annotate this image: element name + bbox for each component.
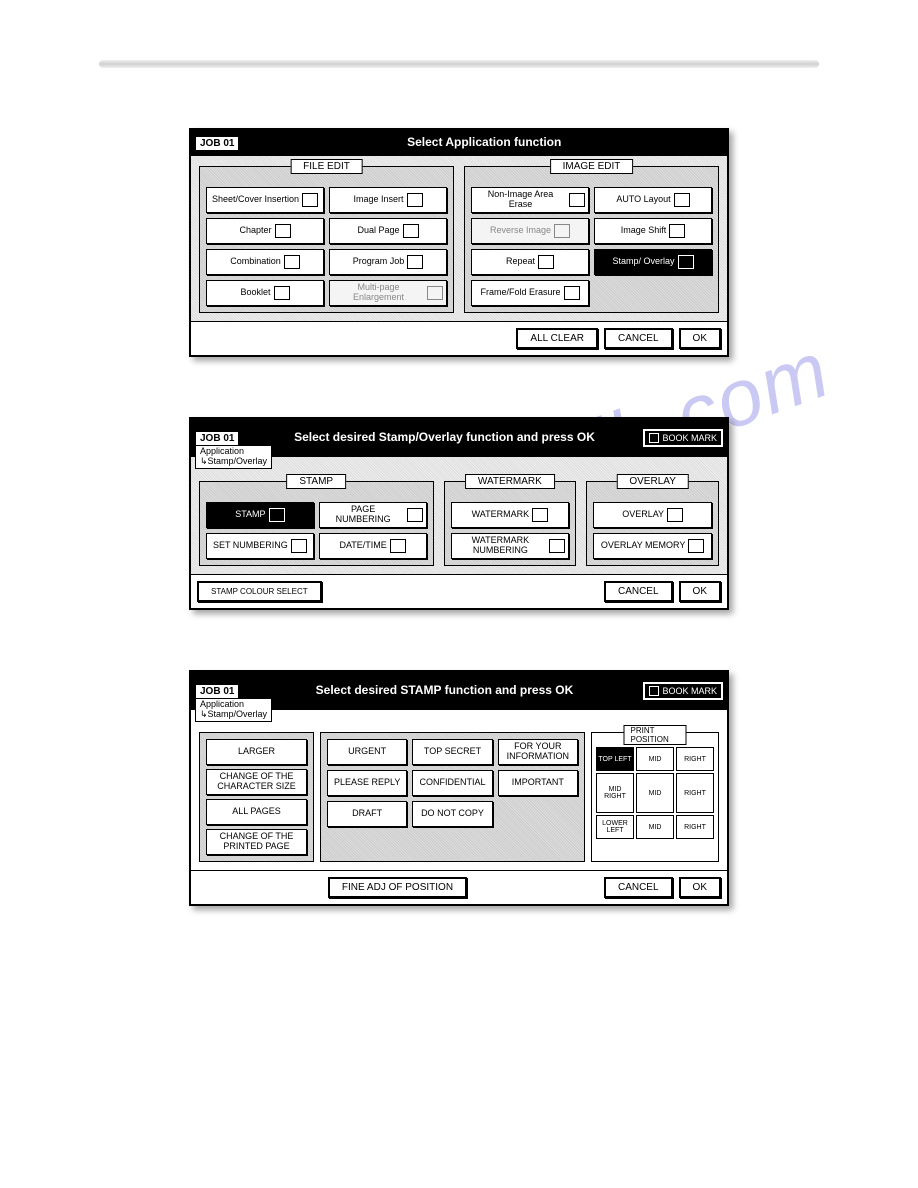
panel-stamp-detail: JOB 01 Select desired STAMP function and… [189, 670, 729, 906]
title-bar: JOB 01 Select Application function [191, 130, 727, 156]
stamp-button[interactable]: PAGE NUMBERING [319, 502, 427, 528]
breadcrumb: Application ↳Stamp/Overlay [195, 698, 272, 722]
stamp-text-button[interactable]: CONFIDENTIAL [412, 770, 492, 796]
print-position-cell[interactable]: MID [636, 815, 674, 839]
image-edit-button[interactable]: Repeat [471, 249, 589, 275]
file-edit-button[interactable]: Program Job [329, 249, 447, 275]
stamp-text-button[interactable]: FOR YOUR INFORMATION [498, 739, 578, 765]
file-edit-button[interactable]: Sheet/Cover Insertion [206, 187, 324, 213]
cancel-button[interactable]: CANCEL [604, 328, 673, 349]
section-label: IMAGE EDIT [550, 159, 634, 174]
print-position-cell[interactable]: LOWER LEFT [596, 815, 634, 839]
print-position-cell[interactable]: RIGHT [676, 747, 714, 771]
section-label: PRINT POSITION [624, 725, 687, 745]
stamp-text-button[interactable]: TOP SECRET [412, 739, 492, 765]
file-edit-button[interactable]: Dual Page [329, 218, 447, 244]
size-option-button[interactable]: ALL PAGES [206, 799, 307, 825]
action-bar: STAMP COLOUR SELECT CANCEL OK [191, 574, 727, 608]
section-label: WATERMARK [465, 474, 555, 489]
stamp-text-section: URGENTTOP SECRETFOR YOUR INFORMATION PLE… [320, 732, 585, 862]
overlay-button[interactable]: OVERLAY MEMORY [593, 533, 712, 559]
action-bar: ALL CLEAR CANCEL OK [191, 321, 727, 355]
title-text: Select desired STAMP function and press … [245, 684, 643, 697]
stamp-text-button[interactable]: DO NOT COPY [412, 801, 492, 827]
file-edit-section: FILE EDIT Sheet/Cover InsertionImage Ins… [199, 166, 454, 313]
stamp-text-button[interactable]: URGENT [327, 739, 407, 765]
top-rule [99, 60, 819, 68]
ok-button[interactable]: OK [679, 877, 721, 898]
stamp-section: STAMP STAMPPAGE NUMBERINGSET NUMBERINGDA… [199, 481, 434, 566]
watermark-button[interactable]: WATERMARK NUMBERING [451, 533, 570, 559]
image-edit-button[interactable]: Frame/Fold Erasure [471, 280, 589, 306]
title-text: Select Application function [245, 136, 723, 149]
print-position-cell[interactable]: RIGHT [676, 773, 714, 813]
section-label: OVERLAY [616, 474, 689, 489]
size-option-button[interactable]: CHANGE OF THE PRINTED PAGE [206, 829, 307, 855]
job-tab: JOB 01 [195, 431, 239, 446]
overlay-button[interactable]: OVERLAY [593, 502, 712, 528]
cancel-button[interactable]: CANCEL [604, 581, 673, 602]
fine-adj-button[interactable]: FINE ADJ OF POSITION [328, 877, 467, 898]
action-bar: FINE ADJ OF POSITION CANCEL OK [191, 870, 727, 904]
image-edit-button[interactable]: Image Shift [594, 218, 712, 244]
stamp-button[interactable]: STAMP [206, 502, 314, 528]
image-edit-button: Reverse Image [471, 218, 589, 244]
print-position-cell[interactable]: TOP LEFT [596, 747, 634, 771]
overlay-section: OVERLAY OVERLAYOVERLAY MEMORY [586, 481, 719, 566]
stamp-button[interactable]: SET NUMBERING [206, 533, 314, 559]
print-position-section: PRINT POSITION TOP LEFTMIDRIGHTMID RIGHT… [591, 732, 719, 862]
image-edit-button[interactable]: Stamp/ Overlay [594, 249, 712, 275]
image-edit-section: IMAGE EDIT Non-Image Area EraseAUTO Layo… [464, 166, 719, 313]
print-position-cell[interactable]: MID [636, 747, 674, 771]
stamp-button[interactable]: DATE/TIME [319, 533, 427, 559]
watermark-section: WATERMARK WATERMARKWATERMARK NUMBERING [444, 481, 577, 566]
cancel-button[interactable]: CANCEL [604, 877, 673, 898]
title-text: Select desired Stamp/Overlay function an… [245, 431, 643, 444]
all-clear-button[interactable]: ALL CLEAR [516, 328, 598, 349]
size-option-button[interactable]: LARGER [206, 739, 307, 765]
stamp-text-button[interactable]: PLEASE REPLY [327, 770, 407, 796]
image-edit-button[interactable]: AUTO Layout [594, 187, 712, 213]
stamp-size-section: LARGER CHANGE OF THE CHARACTER SIZE ALL PA… [199, 732, 314, 862]
stamp-text-button[interactable]: DRAFT [327, 801, 407, 827]
stamp-text-button[interactable]: IMPORTANT [498, 770, 578, 796]
bookmark-button[interactable]: BOOK MARK [643, 682, 723, 700]
file-edit-button[interactable]: Booklet [206, 280, 324, 306]
section-label: FILE EDIT [290, 159, 363, 174]
size-option-button[interactable]: CHANGE OF THE CHARACTER SIZE [206, 769, 307, 795]
ok-button[interactable]: OK [679, 581, 721, 602]
job-tab: JOB 01 [195, 684, 239, 699]
file-edit-button: Multi-page Enlargement [329, 280, 447, 306]
file-edit-button[interactable]: Image Insert [329, 187, 447, 213]
image-edit-button[interactable]: Non-Image Area Erase [471, 187, 589, 213]
breadcrumb: Application ↳Stamp/Overlay [195, 445, 272, 469]
ok-button[interactable]: OK [679, 328, 721, 349]
panel-app-function: JOB 01 Select Application function FILE … [189, 128, 729, 357]
watermark-button[interactable]: WATERMARK [451, 502, 570, 528]
print-position-cell[interactable]: MID [636, 773, 674, 813]
file-edit-button[interactable]: Combination [206, 249, 324, 275]
print-position-cell[interactable]: RIGHT [676, 815, 714, 839]
section-label: STAMP [286, 474, 346, 489]
print-position-cell[interactable]: MID RIGHT [596, 773, 634, 813]
panel-stamp-overlay: JOB 01 Select desired Stamp/Overlay func… [189, 417, 729, 610]
file-edit-button[interactable]: Chapter [206, 218, 324, 244]
bookmark-button[interactable]: BOOK MARK [643, 429, 723, 447]
stamp-colour-select-button[interactable]: STAMP COLOUR SELECT [197, 581, 322, 602]
job-tab: JOB 01 [195, 136, 239, 151]
